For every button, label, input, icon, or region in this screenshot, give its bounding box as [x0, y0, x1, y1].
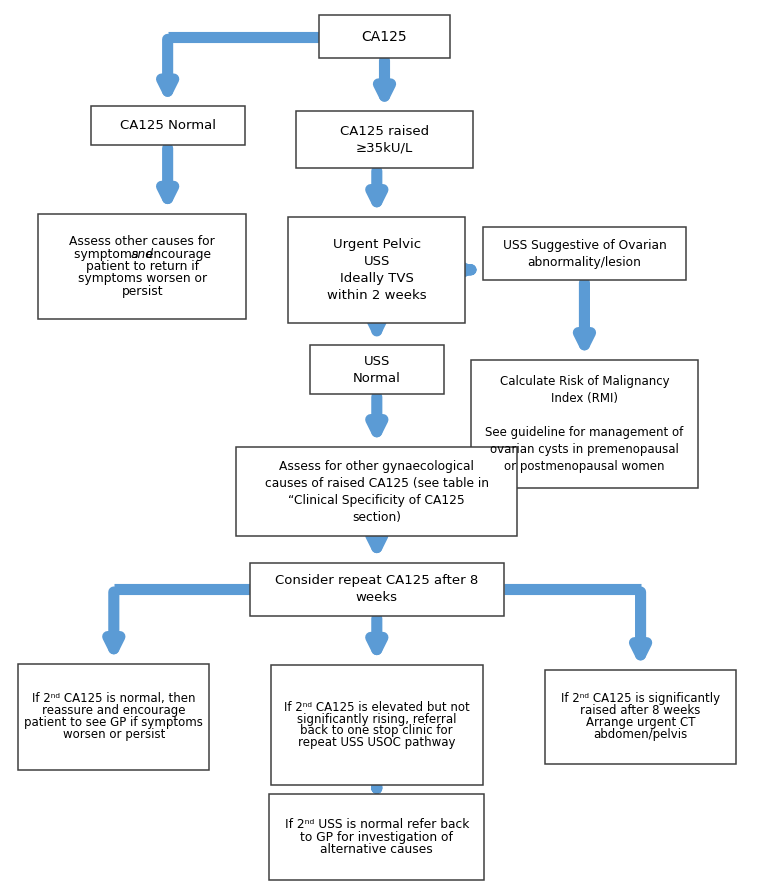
Bar — [250, 563, 504, 616]
Bar — [18, 664, 209, 770]
Text: repeat USS USOC pathway: repeat USS USOC pathway — [298, 737, 455, 749]
Bar — [319, 15, 450, 58]
Bar — [545, 670, 736, 763]
Text: abdomen/pelvis: abdomen/pelvis — [594, 729, 687, 741]
Bar — [288, 217, 465, 323]
Text: USS
Normal: USS Normal — [353, 355, 401, 384]
Text: If 2ⁿᵈ CA125 is significantly: If 2ⁿᵈ CA125 is significantly — [561, 693, 720, 705]
Text: raised after 8 weeks: raised after 8 weeks — [581, 704, 701, 717]
Text: Calculate Risk of Malignancy
Index (RMI)

See guideline for management of
ovaria: Calculate Risk of Malignancy Index (RMI)… — [485, 375, 684, 473]
Bar — [38, 214, 246, 319]
Text: persist: persist — [122, 284, 163, 298]
Text: If 2ⁿᵈ CA125 is normal, then: If 2ⁿᵈ CA125 is normal, then — [32, 693, 195, 705]
Text: patient to see GP if symptoms: patient to see GP if symptoms — [25, 716, 203, 730]
Text: symptoms worsen or: symptoms worsen or — [78, 273, 207, 285]
Text: patient to return if: patient to return if — [86, 260, 198, 273]
Text: USS Suggestive of Ovarian
abnormality/lesion: USS Suggestive of Ovarian abnormality/le… — [503, 239, 666, 268]
Text: reassure and encourage: reassure and encourage — [42, 704, 185, 717]
Bar — [483, 227, 686, 280]
Text: significantly rising, referral: significantly rising, referral — [297, 713, 457, 726]
Bar — [271, 665, 483, 785]
Bar — [471, 360, 698, 488]
Text: Arrange urgent CT: Arrange urgent CT — [586, 716, 695, 730]
Text: Assess other causes for: Assess other causes for — [69, 235, 215, 249]
Bar — [269, 795, 484, 880]
Text: worsen or persist: worsen or persist — [62, 729, 165, 741]
Text: back to one stop clinic for: back to one stop clinic for — [301, 724, 453, 738]
Text: CA125: CA125 — [361, 30, 408, 44]
Bar — [309, 345, 444, 394]
Bar — [296, 112, 473, 168]
Text: alternative causes: alternative causes — [321, 843, 433, 856]
Text: symptoms: symptoms — [74, 248, 142, 261]
Text: If 2ⁿᵈ USS is normal refer back: If 2ⁿᵈ USS is normal refer back — [285, 818, 469, 831]
Bar — [237, 447, 518, 536]
Text: and: and — [131, 248, 154, 261]
Text: encourage: encourage — [142, 248, 211, 261]
Text: to GP for investigation of: to GP for investigation of — [301, 831, 453, 844]
Text: Assess for other gynaecological
causes of raised CA125 (see table in
“Clinical S: Assess for other gynaecological causes o… — [265, 460, 489, 524]
Text: Urgent Pelvic
USS
Ideally TVS
within 2 weeks: Urgent Pelvic USS Ideally TVS within 2 w… — [327, 238, 427, 302]
Text: CA125 Normal: CA125 Normal — [120, 120, 215, 132]
Text: Consider repeat CA125 after 8
weeks: Consider repeat CA125 after 8 weeks — [275, 574, 478, 604]
Text: If 2ⁿᵈ CA125 is elevated but not: If 2ⁿᵈ CA125 is elevated but not — [284, 701, 470, 713]
Bar — [91, 106, 245, 146]
Text: CA125 raised
≥35kU/L: CA125 raised ≥35kU/L — [340, 125, 429, 155]
